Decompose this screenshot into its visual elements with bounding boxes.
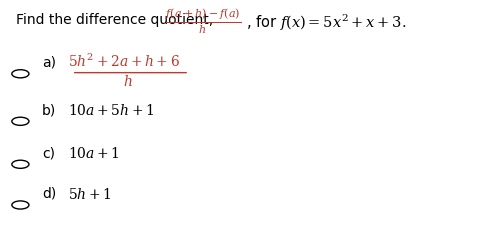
Text: $5h + 1$: $5h + 1$	[68, 187, 111, 202]
Text: Find the difference quotient,: Find the difference quotient,	[16, 13, 213, 27]
Text: $10a + 5h + 1$: $10a + 5h + 1$	[68, 103, 154, 118]
Text: b): b)	[42, 103, 56, 117]
Text: a): a)	[42, 56, 56, 70]
Text: $h$: $h$	[122, 74, 132, 89]
Text: $10a + 1$: $10a + 1$	[68, 146, 120, 161]
Text: $5h^2+2a+h+6$: $5h^2+2a+h+6$	[68, 52, 180, 70]
Text: $\frac{f(a+h)-f(a)}{h}$: $\frac{f(a+h)-f(a)}{h}$	[165, 6, 242, 36]
Text: c): c)	[42, 146, 55, 160]
Text: , for $f(x) = 5x^2 + x + 3.$: , for $f(x) = 5x^2 + x + 3.$	[246, 13, 407, 33]
Text: d): d)	[42, 187, 56, 201]
